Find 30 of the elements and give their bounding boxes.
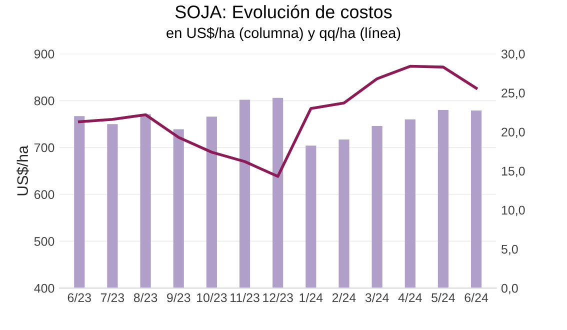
line-series: [78, 64, 478, 178]
x-tick-label: 6/24: [464, 292, 488, 302]
y-tick-label: 700: [34, 143, 54, 152]
y-tick-label: 400: [34, 284, 54, 293]
y-axis-title: US$/ha: [16, 145, 29, 196]
y2-tick-label: 20,0: [502, 128, 525, 138]
x-tick-label: 8/23: [134, 292, 158, 302]
y-tick-label: 900: [34, 50, 54, 58]
x-tick-label: 3/24: [365, 292, 389, 302]
x-tick-label: 9/23: [167, 292, 190, 302]
x-tick-label: 2/24: [332, 292, 356, 302]
x-tick-label: 12/23: [263, 292, 293, 302]
y2-tick-label: 15,0: [502, 166, 525, 178]
x-tick-label: 5/24: [432, 292, 456, 302]
x-tick-label: 10/23: [196, 292, 227, 302]
y2-tick-label: 10,0: [502, 206, 525, 216]
x-tick-label: 6/23: [68, 292, 91, 302]
y-tick-label: 800: [34, 96, 54, 106]
y2-tick-label: 30,0: [501, 50, 525, 60]
x-tick-label: 11/23: [230, 292, 260, 302]
y2-tick-label: 25,0: [502, 88, 525, 99]
y-tick-label: 600: [34, 190, 54, 200]
y2-tick-label: 5,0: [501, 244, 518, 256]
y-tick-label: 500: [34, 237, 54, 246]
x-tick-label: 4/24: [398, 292, 422, 302]
chart-title: SOJA: Evolución de costos: [175, 4, 392, 18]
x-tick-label: 1/24: [300, 292, 323, 302]
x-tick-label: 7/23: [100, 292, 124, 302]
y2-tick-label: 0,0: [501, 284, 518, 294]
chart-subtitle: en US$/ha (columna) y qq/ha (línea): [166, 27, 400, 41]
